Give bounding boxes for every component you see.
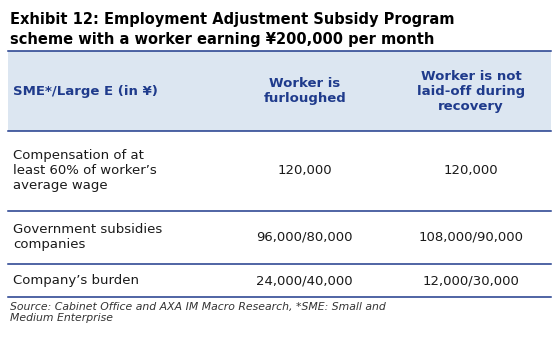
Text: 24,000/40,000: 24,000/40,000: [257, 274, 353, 287]
Text: Compensation of at
least 60% of worker’s
average wage: Compensation of at least 60% of worker’s…: [13, 149, 157, 192]
Text: 12,000/30,000: 12,000/30,000: [423, 274, 519, 287]
Text: scheme with a worker earning ¥200,000 per month: scheme with a worker earning ¥200,000 pe…: [10, 32, 434, 47]
Text: 120,000: 120,000: [277, 164, 332, 177]
Text: SME*/Large E (in ¥): SME*/Large E (in ¥): [13, 85, 158, 98]
Text: Worker is not
laid-off during
recovery: Worker is not laid-off during recovery: [417, 70, 525, 113]
Text: 96,000/80,000: 96,000/80,000: [257, 231, 353, 244]
Text: 108,000/90,000: 108,000/90,000: [419, 231, 523, 244]
Text: Government subsidies
companies: Government subsidies companies: [13, 223, 163, 251]
Text: 120,000: 120,000: [444, 164, 498, 177]
Text: Source: Cabinet Office and AXA IM Macro Research, *SME: Small and
Medium Enterpr: Source: Cabinet Office and AXA IM Macro …: [10, 302, 386, 323]
Text: Worker is
furloughed: Worker is furloughed: [263, 77, 346, 105]
Text: Exhibit 12: Employment Adjustment Subsidy Program: Exhibit 12: Employment Adjustment Subsid…: [10, 12, 454, 27]
Text: Company’s burden: Company’s burden: [13, 274, 139, 287]
